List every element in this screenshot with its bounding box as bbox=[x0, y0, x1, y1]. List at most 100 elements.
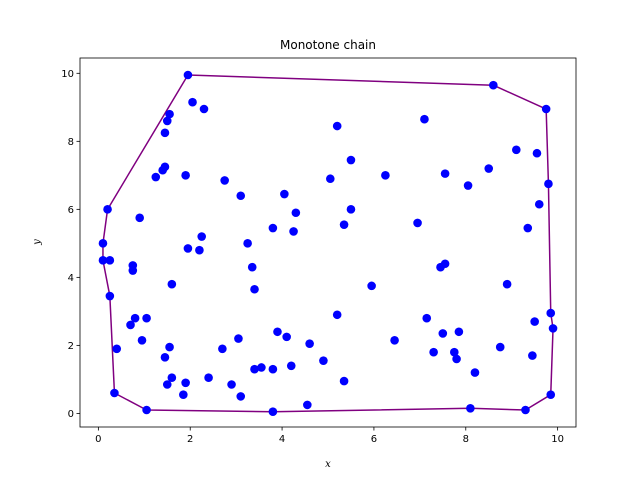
data-point bbox=[319, 356, 328, 365]
data-point bbox=[197, 232, 206, 241]
data-point bbox=[236, 392, 246, 401]
data-point bbox=[273, 327, 282, 337]
data-point bbox=[183, 70, 193, 80]
data-point bbox=[165, 109, 174, 119]
data-point bbox=[243, 239, 252, 248]
data-point bbox=[429, 347, 438, 357]
data-point bbox=[548, 324, 558, 333]
data-point bbox=[291, 208, 301, 218]
data-point bbox=[165, 342, 174, 352]
y-axis-label: y bbox=[32, 239, 43, 246]
data-point bbox=[326, 174, 335, 184]
data-point bbox=[282, 332, 291, 342]
data-point bbox=[98, 239, 108, 248]
data-point bbox=[250, 364, 259, 374]
data-point bbox=[450, 347, 459, 357]
data-point bbox=[98, 256, 108, 265]
data-point bbox=[532, 148, 542, 158]
plot-area: 0 2 4 6 8 10 0 2 4 6 8 10 bbox=[61, 57, 577, 445]
y-tick-label: 6 bbox=[68, 205, 74, 216]
x-axis-label: x bbox=[325, 459, 331, 470]
data-point bbox=[512, 145, 521, 155]
data-point bbox=[286, 361, 296, 371]
data-point bbox=[440, 169, 450, 178]
data-point bbox=[332, 121, 342, 131]
data-point bbox=[236, 191, 246, 201]
data-point bbox=[142, 405, 151, 415]
data-point bbox=[199, 104, 209, 114]
data-point bbox=[135, 213, 144, 223]
data-point bbox=[137, 335, 147, 345]
data-point bbox=[489, 80, 498, 90]
data-point bbox=[305, 339, 314, 348]
data-point bbox=[126, 320, 135, 330]
data-point bbox=[167, 373, 177, 382]
y-tick-label: 8 bbox=[68, 137, 74, 148]
data-point bbox=[484, 164, 494, 173]
data-point bbox=[523, 223, 533, 233]
data-point bbox=[227, 380, 236, 389]
data-point bbox=[105, 291, 115, 301]
data-point bbox=[534, 199, 544, 209]
data-point bbox=[367, 281, 376, 291]
data-point bbox=[440, 259, 450, 269]
data-point bbox=[130, 313, 140, 323]
data-point bbox=[268, 364, 278, 374]
data-point bbox=[179, 390, 188, 399]
y-tick-label: 0 bbox=[68, 409, 74, 420]
data-point bbox=[390, 335, 399, 345]
x-tick-label: 8 bbox=[463, 434, 469, 445]
data-point bbox=[183, 244, 193, 253]
axes-frame bbox=[79, 57, 577, 428]
data-point bbox=[346, 205, 356, 214]
data-point bbox=[204, 373, 213, 382]
data-point bbox=[160, 352, 170, 362]
data-point bbox=[234, 334, 243, 343]
data-point bbox=[142, 313, 151, 323]
data-point bbox=[546, 308, 556, 318]
data-point bbox=[280, 189, 289, 199]
data-point bbox=[181, 378, 190, 388]
data-point bbox=[247, 262, 257, 272]
y-tick-label: 4 bbox=[68, 273, 74, 284]
data-point bbox=[466, 403, 475, 413]
data-point bbox=[289, 227, 298, 236]
data-point bbox=[452, 354, 461, 364]
data-point bbox=[528, 351, 537, 360]
x-tick-label: 2 bbox=[187, 434, 193, 445]
data-point bbox=[332, 310, 342, 320]
data-point bbox=[128, 261, 138, 270]
data-point bbox=[463, 181, 473, 190]
data-point bbox=[303, 400, 312, 410]
data-point bbox=[162, 116, 172, 126]
data-point bbox=[160, 128, 170, 138]
data-point bbox=[381, 171, 390, 180]
data-point bbox=[438, 329, 448, 338]
data-point bbox=[103, 205, 112, 214]
data-point bbox=[530, 317, 539, 326]
x-tick-label: 6 bbox=[371, 434, 377, 445]
data-point bbox=[112, 344, 122, 354]
data-point bbox=[181, 171, 190, 180]
y-tick-label: 10 bbox=[61, 69, 74, 80]
x-tick-label: 4 bbox=[279, 434, 285, 445]
x-tick-label: 10 bbox=[551, 434, 564, 445]
data-point bbox=[339, 376, 349, 386]
x-tick-label: 0 bbox=[95, 434, 101, 445]
data-point bbox=[188, 97, 197, 107]
y-tick-label: 2 bbox=[68, 341, 74, 352]
data-point bbox=[502, 279, 512, 289]
data-point bbox=[339, 220, 349, 229]
data-point bbox=[195, 245, 204, 255]
data-point bbox=[521, 405, 530, 415]
data-point bbox=[151, 172, 161, 182]
data-point bbox=[268, 223, 278, 233]
data-point bbox=[541, 104, 551, 114]
data-point bbox=[160, 162, 170, 172]
data-point bbox=[167, 279, 177, 289]
data-point bbox=[220, 176, 229, 185]
data-point bbox=[454, 327, 464, 337]
data-point bbox=[257, 363, 266, 372]
